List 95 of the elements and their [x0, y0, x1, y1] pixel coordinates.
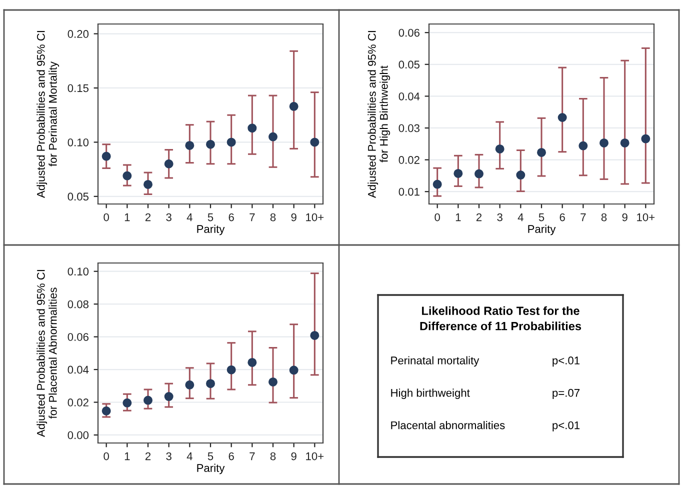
y-tick-label: 0.01	[398, 188, 420, 196]
point	[641, 134, 650, 144]
point	[226, 138, 236, 147]
point	[248, 358, 257, 367]
x-tick-label: 6	[228, 452, 234, 460]
point	[495, 144, 504, 154]
x-tick-label: 8	[270, 452, 276, 460]
x-tick-label: 6	[560, 213, 565, 222]
point	[289, 102, 298, 111]
y-tick-label: 0.10	[68, 268, 89, 276]
point	[102, 406, 111, 416]
x-axis-title: Parity	[197, 464, 225, 474]
point	[310, 330, 320, 340]
x-tick-label: 1	[124, 452, 130, 460]
x-tick-label: 5	[208, 452, 214, 460]
x-tick-label: 5	[538, 213, 544, 222]
point	[454, 168, 463, 178]
point	[164, 159, 174, 168]
point	[600, 138, 608, 148]
y-tick-label: 0.20	[68, 30, 89, 38]
text: p<.01	[552, 421, 580, 432]
point	[620, 138, 630, 148]
x-tick-label: 6	[228, 213, 234, 222]
point	[474, 169, 484, 178]
x-tick-label: 3	[166, 213, 172, 222]
x-tick-label: 0	[434, 213, 440, 222]
y-axis-title: Adjusted Probabilities and 95% CI for Placental Abnormalities	[36, 270, 57, 437]
y-tick-label: 0.00	[68, 431, 89, 440]
y-tick-label: 0.05	[68, 192, 89, 201]
text: High birthweight	[391, 388, 470, 399]
x-tick-label: 4	[186, 452, 192, 460]
x-tick-label: 8	[601, 213, 607, 222]
x-tick-label: 5	[208, 213, 214, 222]
x-tick-label: 8	[270, 213, 276, 222]
x-tick-label: 3	[166, 452, 172, 460]
point	[144, 396, 152, 405]
y-tick-label: 0.02	[68, 398, 88, 406]
x-tick-label: 10+	[306, 213, 324, 222]
text: Placental abnormalities	[391, 421, 505, 430]
x-tick-label: 0	[104, 213, 109, 222]
y-tick-label: 0.03	[398, 124, 420, 132]
y-tick-label: 0.04	[398, 92, 420, 100]
x-tick-label: 2	[145, 213, 151, 222]
x-tick-label: 7	[250, 452, 255, 460]
text: Likelihood Ratio Test for the Difference of 11 Probabilities	[420, 306, 582, 330]
point	[289, 366, 298, 375]
point	[144, 180, 152, 189]
point	[206, 379, 215, 388]
x-tick-label: 10+	[306, 452, 324, 460]
point	[248, 124, 257, 133]
point	[102, 152, 111, 161]
y-tick-label: 0.15	[68, 84, 89, 92]
point	[268, 377, 278, 386]
point	[185, 140, 194, 150]
point	[185, 380, 194, 390]
text: Perinatal mortality	[391, 356, 480, 367]
y-tick-label: 0.02	[398, 156, 420, 164]
text: p=.07	[552, 388, 580, 399]
x-axis-title: Parity	[197, 224, 225, 236]
y-tick-label: 0.06	[68, 333, 88, 341]
x-tick-label: 1	[124, 213, 130, 222]
y-tick-label: 0.08	[68, 300, 88, 308]
x-tick-label: 7	[580, 213, 586, 222]
point	[206, 140, 215, 149]
point	[122, 398, 132, 408]
x-tick-label: 9	[291, 452, 296, 460]
x-tick-label: 2	[145, 452, 151, 460]
point	[164, 392, 174, 402]
point	[578, 141, 588, 150]
x-axis-title: Parity	[528, 224, 556, 236]
point	[310, 138, 320, 147]
text: p<.01	[552, 356, 580, 367]
point	[122, 171, 132, 180]
point	[537, 148, 546, 157]
x-tick-label: 3	[497, 213, 502, 222]
x-tick-label: 0	[104, 452, 109, 460]
x-tick-label: 10+	[637, 213, 655, 222]
x-tick-label: 1	[456, 213, 461, 222]
point	[558, 113, 567, 122]
y-tick-label: 0.06	[398, 28, 420, 37]
x-tick-label: 4	[186, 213, 192, 222]
point	[432, 180, 442, 189]
x-tick-label: 2	[476, 213, 482, 222]
y-axis-title: Adjusted Probabilities and 95% CI for High Birthweight	[368, 31, 390, 198]
point	[268, 132, 278, 142]
x-tick-label: 9	[622, 213, 628, 222]
y-tick-label: 0.04	[68, 366, 89, 374]
y-tick-label: 0.10	[68, 138, 89, 146]
point	[516, 170, 526, 180]
y-tick-label: 0.05	[398, 60, 420, 69]
x-tick-label: 7	[250, 213, 255, 222]
x-tick-label: 4	[518, 213, 524, 222]
y-axis-title: Adjusted Probabilities and 95% CI for Perinatal Mortality	[36, 31, 60, 198]
x-tick-label: 9	[291, 213, 296, 222]
point	[226, 365, 236, 374]
